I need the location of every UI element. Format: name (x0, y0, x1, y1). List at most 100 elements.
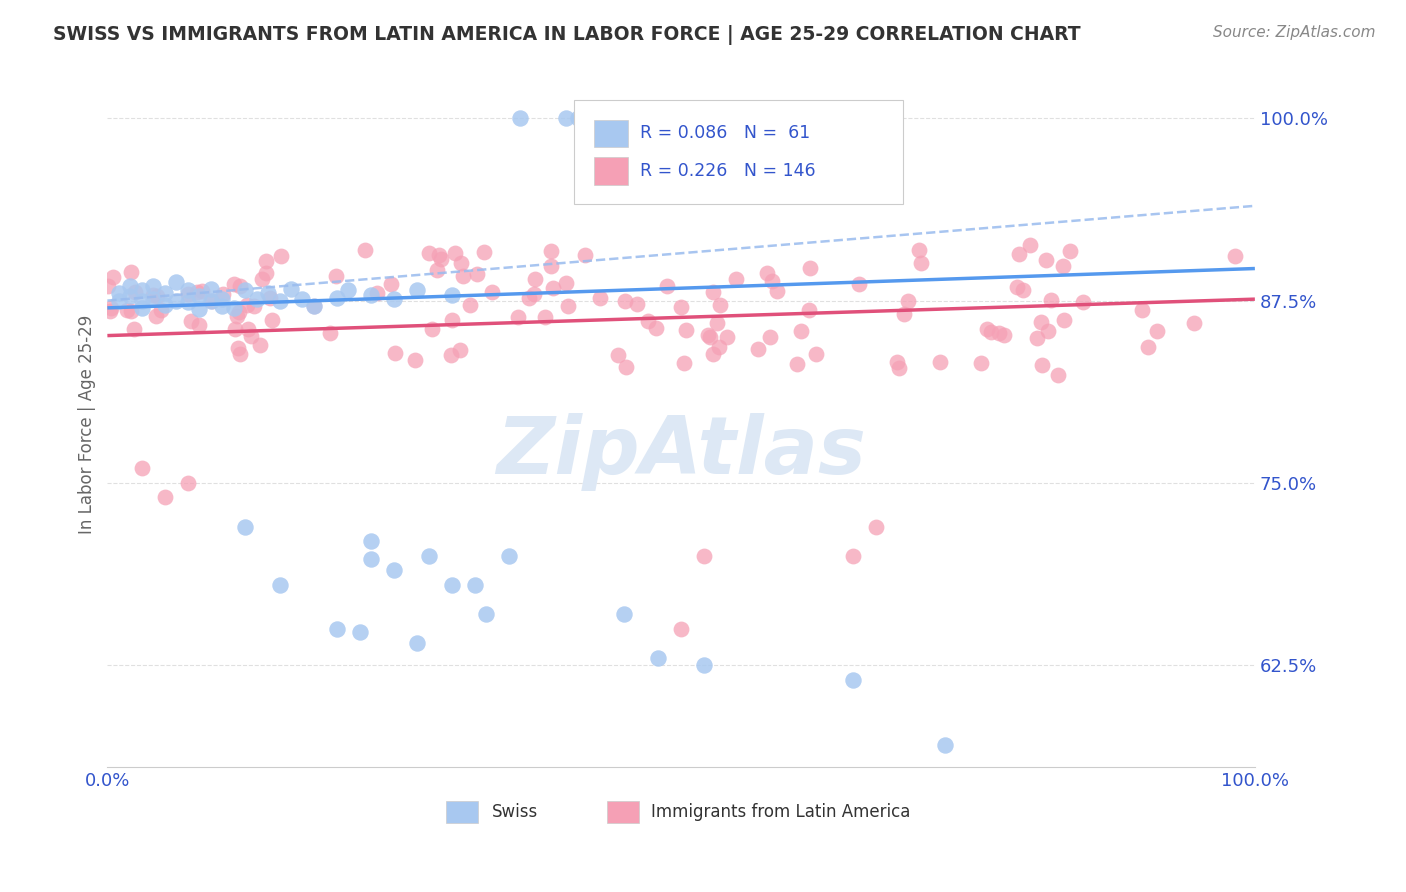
Point (418, 549, 440, 563)
Point (222, 301, 245, 315)
Point (766, 285, 789, 299)
Point (1136, 340, 1159, 354)
Text: Swiss: Swiss (492, 804, 538, 822)
Point (1052, 259, 1074, 273)
Point (418, 246, 440, 260)
Text: R = 0.226   N = 146: R = 0.226 N = 146 (640, 162, 815, 180)
Point (212, 287, 235, 301)
Point (440, 287, 463, 301)
Point (211, 292, 233, 306)
Point (426, 262, 449, 277)
Point (444, 246, 467, 260)
Point (637, 314, 659, 328)
Point (1035, 253, 1057, 268)
Point (759, 330, 782, 344)
Point (97, 279, 120, 293)
Point (145, 309, 167, 323)
Point (224, 322, 246, 336)
Point (506, 310, 529, 324)
Point (842, 549, 865, 563)
Point (897, 294, 920, 309)
Point (761, 274, 783, 288)
Point (1012, 283, 1035, 297)
Point (616, 359, 638, 374)
Point (149, 302, 172, 317)
Point (533, 310, 555, 325)
Point (756, 266, 779, 280)
Point (449, 343, 471, 357)
Point (893, 307, 915, 321)
Point (988, 326, 1011, 340)
FancyBboxPatch shape (575, 101, 903, 204)
Point (229, 347, 252, 361)
Point (153, 491, 176, 505)
Point (108, 286, 131, 301)
Point (120, 279, 142, 293)
Point (177, 284, 200, 298)
Point (153, 286, 176, 301)
Point (509, 112, 531, 126)
Point (269, 293, 291, 308)
Point (153, 298, 176, 312)
Point (120, 265, 142, 279)
Point (1031, 358, 1053, 372)
Point (404, 353, 426, 368)
Point (458, 298, 481, 312)
Point (910, 256, 932, 270)
Point (669, 622, 692, 636)
Point (475, 607, 498, 621)
Point (1019, 238, 1042, 252)
Point (669, 300, 692, 314)
Point (724, 272, 747, 286)
Point (1040, 293, 1063, 308)
Point (98, 304, 121, 318)
Point (465, 267, 488, 281)
Point (929, 355, 952, 369)
Point (131, 301, 153, 315)
Point (165, 275, 187, 289)
Point (865, 519, 887, 533)
Point (131, 284, 153, 298)
Point (427, 248, 450, 262)
Point (613, 607, 636, 621)
Point (233, 519, 256, 533)
Point (131, 461, 153, 475)
Point (280, 282, 302, 296)
Point (406, 284, 429, 298)
Point (450, 256, 472, 270)
Point (262, 313, 284, 327)
Point (789, 324, 811, 338)
Bar (593, 157, 628, 185)
Point (934, 739, 956, 753)
Point (188, 302, 211, 317)
Point (440, 348, 463, 362)
Bar (446, 801, 478, 823)
Point (993, 328, 1015, 343)
Point (699, 330, 721, 344)
Point (430, 252, 453, 266)
Point (302, 299, 325, 313)
Point (1008, 246, 1031, 260)
Point (673, 356, 696, 370)
Point (697, 328, 720, 343)
Point (354, 243, 377, 257)
Text: R = 0.086   N =  61: R = 0.086 N = 61 (640, 124, 810, 143)
Point (120, 289, 142, 303)
Point (420, 321, 443, 335)
Point (249, 338, 271, 352)
Point (360, 534, 382, 549)
Point (142, 292, 165, 306)
Text: ZipAtlas: ZipAtlas (496, 413, 866, 491)
Point (1053, 313, 1076, 327)
Point (709, 298, 731, 312)
Point (349, 624, 371, 639)
Point (254, 253, 277, 268)
Point (236, 322, 259, 336)
Bar (593, 120, 628, 147)
Point (543, 281, 565, 295)
Point (1130, 302, 1153, 317)
Point (1036, 324, 1059, 338)
Point (481, 285, 503, 299)
Point (980, 325, 1002, 339)
Point (464, 578, 486, 592)
